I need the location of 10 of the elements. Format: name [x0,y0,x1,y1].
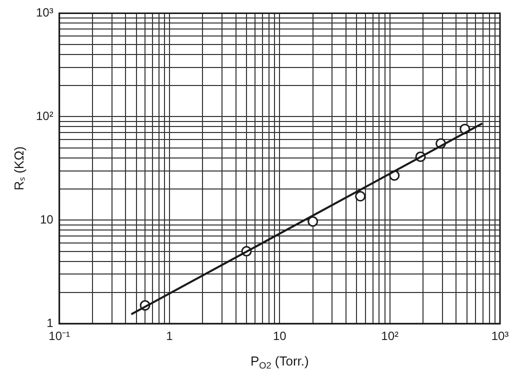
x-tick-label: 10² [381,329,399,344]
y-tick-label: 10² [36,108,54,123]
x-tick-label: 10⁻¹ [48,329,70,344]
x-tick-label: 10 [272,329,287,344]
y-axis-title: Rₛ (KΩ) [12,146,27,190]
x-tick-label: 1 [166,329,174,344]
y-tick-label: 1 [46,316,54,330]
x-tick-label: 10³ [491,329,509,344]
y-tick-label: 10³ [36,6,54,20]
y-tick-label: 10 [40,212,54,226]
